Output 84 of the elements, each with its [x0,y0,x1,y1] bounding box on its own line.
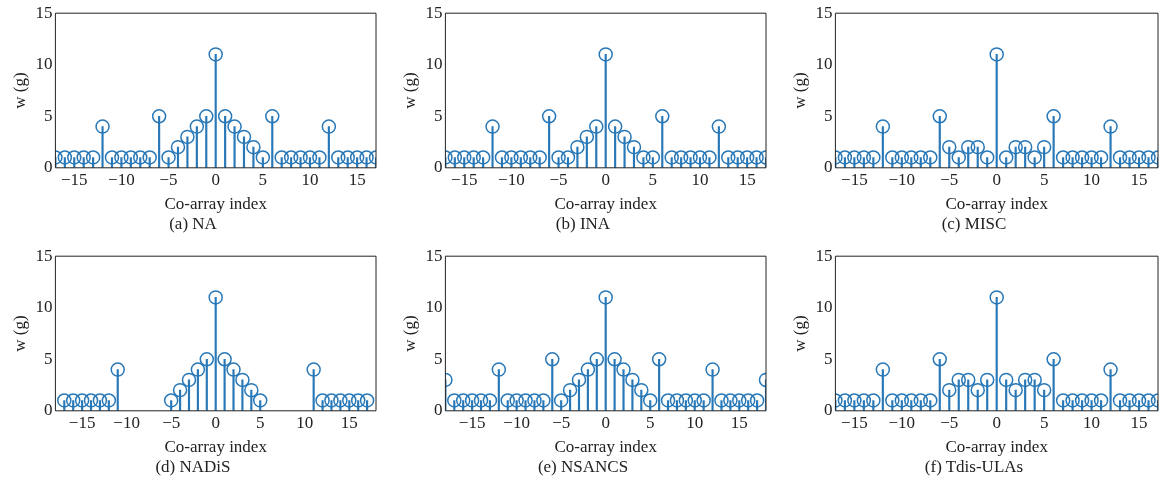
x-tick-label: −5 [549,170,568,190]
x-axis-title: Co-array index [164,436,268,456]
x-tick-label: 15 [1130,413,1148,433]
x-tick-label: −5 [162,413,181,433]
x-tick-label: −15 [60,170,88,190]
text: (a) NA [169,214,218,234]
y-tick-label: 10 [35,297,53,317]
y-axis-title: w (g) [789,315,809,352]
y-tick-label: 15 [35,2,53,22]
x-axis-title: Co-array index [945,193,1049,213]
text: (e) NSANCS [537,457,629,477]
x-axis-title: Co-array index [554,193,658,213]
x-tick-label: −15 [458,413,486,433]
x-tick-label: 10 [686,413,704,433]
y-tick-label: 5 [43,348,53,368]
y-tick-label: 0 [823,157,833,177]
y-axis-title: w (g) [9,72,29,109]
x-tick-label: 5 [648,170,658,190]
x-tick-label: −10 [503,413,530,433]
text: (c) MISC [941,214,1007,234]
x-axis-title: Co-array index [945,436,1049,456]
y-tick-label: 10 [425,54,443,74]
y-tick-label: 15 [425,2,443,22]
x-tick-label: −5 [159,170,178,190]
x-tick-label: 10 [691,170,709,190]
x-tick-label: 15 [730,413,748,433]
y-tick-label: 5 [823,348,833,368]
y-tick-label: 15 [815,2,833,22]
y-tick-label: 0 [433,400,443,420]
y-tick-label: 15 [35,245,53,265]
y-tick-label: 5 [433,348,443,368]
y-tick-label: 15 [815,245,833,265]
x-tick-label: 0 [992,170,1001,190]
x-axis-title: Co-array index [164,193,268,213]
y-tick-label: 0 [823,400,833,420]
y-tick-label: 0 [43,400,53,420]
x-tick-label: 5 [645,413,655,433]
x-tick-label: 0 [211,170,220,190]
y-tick-label: 5 [823,105,833,125]
x-tick-label: 5 [255,413,265,433]
x-tick-label: −15 [68,413,96,433]
x-axis-title: Co-array index [554,436,658,456]
x-tick-label: 15 [1130,170,1148,190]
text: (d) NADiS [155,457,231,477]
text: (b) INA [555,214,611,234]
x-tick-label: −10 [113,413,140,433]
y-tick-label: 10 [35,54,53,74]
y-tick-label: 0 [433,157,443,177]
x-tick-label: −10 [888,413,916,433]
x-tick-label: 0 [211,413,220,433]
y-axis-title: w (g) [789,72,809,109]
x-tick-label: 5 [258,170,268,190]
x-tick-label: 10 [1083,170,1101,190]
x-tick-label: −5 [940,170,959,190]
x-tick-label: 5 [1039,413,1049,433]
y-tick-label: 15 [425,245,443,265]
x-tick-label: −5 [940,413,959,433]
x-tick-label: 15 [738,170,756,190]
y-tick-label: 5 [43,105,53,125]
y-axis-title: w (g) [399,315,419,352]
x-tick-label: 10 [301,170,319,190]
text: (f) Tdis-ULAs [924,457,1024,477]
y-tick-label: 10 [815,54,833,74]
x-tick-label: −5 [552,413,571,433]
x-tick-label: 15 [340,413,358,433]
x-tick-label: −15 [841,170,868,190]
y-tick-label: 10 [425,297,443,317]
x-tick-label: 0 [601,413,610,433]
x-tick-label: −10 [108,170,135,190]
x-tick-label: 15 [348,170,366,190]
x-tick-label: 10 [1083,413,1101,433]
y-tick-label: 5 [433,105,443,125]
x-tick-label: 0 [992,413,1001,433]
x-tick-label: 10 [296,413,314,433]
x-tick-label: 5 [1039,170,1049,190]
y-axis-title: w (g) [9,315,29,352]
y-tick-label: 10 [815,297,833,317]
x-tick-label: −10 [498,170,525,190]
x-tick-label: −15 [841,413,868,433]
x-tick-label: −15 [450,170,478,190]
y-axis-title: w (g) [399,72,419,109]
x-tick-label: 0 [601,170,610,190]
y-tick-label: 0 [43,157,53,177]
x-tick-label: −10 [888,170,916,190]
